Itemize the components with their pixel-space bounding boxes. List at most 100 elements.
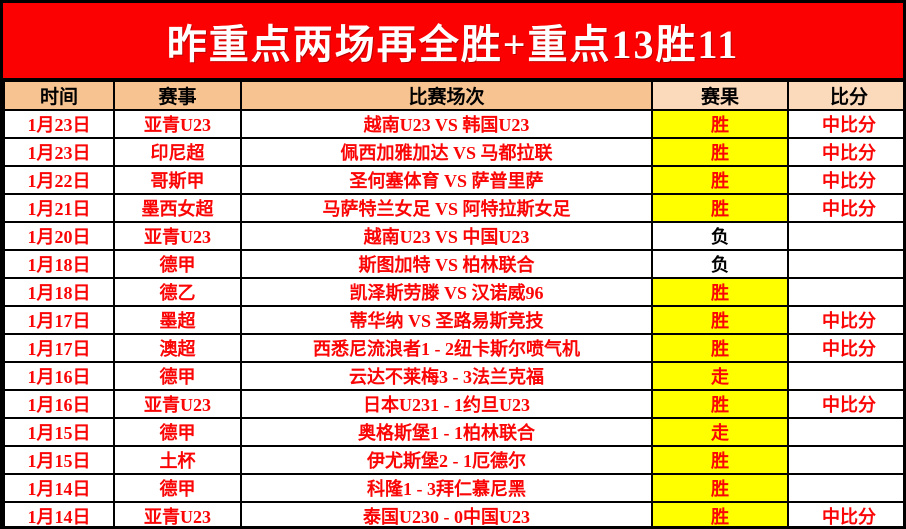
league-cell: 德甲: [113, 361, 242, 391]
league-cell: 哥斯甲: [113, 165, 242, 195]
date-cell: 1月16日: [3, 361, 115, 391]
result-cell: 胜: [651, 137, 789, 167]
league-cell: 亚青U23: [113, 109, 242, 139]
result-cell: 胜: [651, 501, 789, 526]
result-cell: 胜: [651, 445, 789, 475]
match-cell: 蒂华纳 VS 圣路易斯竞技: [240, 305, 653, 335]
table-row: 1月15日 土杯 伊尤斯堡2 - 1厄德尔胜: [3, 445, 903, 475]
col-header-match: 比赛场次: [240, 80, 653, 111]
match-cell: 马萨特兰女足 VS 阿特拉斯女足: [240, 193, 653, 223]
league-cell: 德乙: [113, 277, 242, 307]
score-cell: 中比分: [787, 137, 903, 167]
league-cell: 亚青U23: [113, 389, 242, 419]
table-row: 1月14日 亚青U23 泰国U230 - 0中国U23 胜中比分: [3, 501, 903, 526]
col-header-league: 赛事: [113, 80, 242, 111]
league-cell: 德甲: [113, 417, 242, 447]
table-row: 1月23日 亚青U23 越南U23 VS 韩国U23 胜中比分: [3, 109, 903, 139]
date-cell: 1月14日: [3, 501, 115, 526]
table-row: 1月18日 德乙 凯泽斯劳滕 VS 汉诺威96 胜: [3, 277, 903, 307]
score-cell: 中比分: [787, 165, 903, 195]
match-cell: 伊尤斯堡2 - 1厄德尔: [240, 445, 653, 475]
score-cell: 中比分: [787, 193, 903, 223]
table-row: 1月17日 墨超 蒂华纳 VS 圣路易斯竞技胜中比分: [3, 305, 903, 335]
result-cell: 胜: [651, 109, 789, 139]
league-cell: 亚青U23: [113, 501, 242, 526]
league-cell: 土杯: [113, 445, 242, 475]
table-row: 1月14日 德甲 科隆1 - 3拜仁慕尼黑胜: [3, 473, 903, 503]
score-cell: 中比分: [787, 389, 903, 419]
date-cell: 1月16日: [3, 389, 115, 419]
score-cell: [787, 221, 903, 251]
score-cell: [787, 473, 903, 503]
date-cell: 1月23日: [3, 137, 115, 167]
score-cell: [787, 361, 903, 391]
match-cell: 科隆1 - 3拜仁慕尼黑: [240, 473, 653, 503]
table-row: 1月16日 亚青U23 日本U231 - 1约旦U23 胜中比分: [3, 389, 903, 419]
match-cell: 越南U23 VS 中国U23: [240, 221, 653, 251]
date-cell: 1月17日: [3, 333, 115, 363]
result-cell: 走: [651, 417, 789, 447]
date-cell: 1月20日: [3, 221, 115, 251]
league-cell: 墨超: [113, 305, 242, 335]
table-row: 1月15日 德甲 奥格斯堡1 - 1柏林联合走: [3, 417, 903, 447]
score-cell: [787, 249, 903, 279]
col-header-result: 赛果: [651, 80, 789, 111]
result-cell: 负: [651, 221, 789, 251]
banner: 昨重点两场再全胜+重点13胜11: [3, 3, 903, 80]
match-cell: 凯泽斯劳滕 VS 汉诺威96: [240, 277, 653, 307]
match-cell: 泰国U230 - 0中国U23: [240, 501, 653, 526]
result-cell: 胜: [651, 389, 789, 419]
match-cell: 圣何塞体育 VS 萨普里萨: [240, 165, 653, 195]
score-cell: 中比分: [787, 109, 903, 139]
result-cell: 走: [651, 361, 789, 391]
table-row: 1月17日 澳超 西悉尼流浪者1 - 2纽卡斯尔喷气机胜中比分: [3, 333, 903, 363]
table-row: 1月21日 墨西女超 马萨特兰女足 VS 阿特拉斯女足胜中比分: [3, 193, 903, 223]
match-cell: 佩西加雅加达 VS 马都拉联: [240, 137, 653, 167]
match-cell: 西悉尼流浪者1 - 2纽卡斯尔喷气机: [240, 333, 653, 363]
date-cell: 1月15日: [3, 445, 115, 475]
match-cell: 日本U231 - 1约旦U23: [240, 389, 653, 419]
date-cell: 1月18日: [3, 249, 115, 279]
table-row: 1月16日 德甲 云达不莱梅3 - 3法兰克福走: [3, 361, 903, 391]
score-cell: 中比分: [787, 333, 903, 363]
score-cell: 中比分: [787, 501, 903, 526]
table-row: 1月23日 印尼超 佩西加雅加达 VS 马都拉联胜中比分: [3, 137, 903, 167]
score-cell: [787, 417, 903, 447]
col-header-score: 比分: [787, 80, 903, 111]
date-cell: 1月21日: [3, 193, 115, 223]
banner-title: 昨重点两场再全胜+重点13胜11: [166, 21, 740, 67]
table-row: 1月22日 哥斯甲 圣何塞体育 VS 萨普里萨胜中比分: [3, 165, 903, 195]
date-cell: 1月14日: [3, 473, 115, 503]
table-row: 1月18日 德甲 斯图加特 VS 柏林联合负: [3, 249, 903, 279]
league-cell: 亚青U23: [113, 221, 242, 251]
score-cell: [787, 277, 903, 307]
score-cell: 中比分: [787, 305, 903, 335]
league-cell: 墨西女超: [113, 193, 242, 223]
date-cell: 1月22日: [3, 165, 115, 195]
match-cell: 斯图加特 VS 柏林联合: [240, 249, 653, 279]
league-cell: 印尼超: [113, 137, 242, 167]
league-cell: 德甲: [113, 249, 242, 279]
match-cell: 越南U23 VS 韩国U23: [240, 109, 653, 139]
result-cell: 胜: [651, 333, 789, 363]
result-cell: 负: [651, 249, 789, 279]
result-cell: 胜: [651, 473, 789, 503]
date-cell: 1月17日: [3, 305, 115, 335]
date-cell: 1月15日: [3, 417, 115, 447]
table-row: 1月20日 亚青U23 越南U23 VS 中国U23 负: [3, 221, 903, 251]
result-cell: 胜: [651, 193, 789, 223]
result-cell: 胜: [651, 165, 789, 195]
league-cell: 德甲: [113, 473, 242, 503]
result-cell: 胜: [651, 305, 789, 335]
score-cell: [787, 445, 903, 475]
table-body: 1月23日 亚青U23 越南U23 VS 韩国U23 胜中比分 1月23日 印尼超 佩西加雅…: [3, 109, 903, 526]
col-header-time: 时间: [3, 80, 115, 111]
league-cell: 澳超: [113, 333, 242, 363]
date-cell: 1月18日: [3, 277, 115, 307]
match-cell: 云达不莱梅3 - 3法兰克福: [240, 361, 653, 391]
date-cell: 1月23日: [3, 109, 115, 139]
match-cell: 奥格斯堡1 - 1柏林联合: [240, 417, 653, 447]
results-table: 时间 赛事 比赛场次 赛果 比分 1月23日 亚青U23 越南U23 VS 韩国U2…: [3, 80, 903, 526]
table-header-row: 时间 赛事 比赛场次 赛果 比分: [3, 80, 903, 111]
